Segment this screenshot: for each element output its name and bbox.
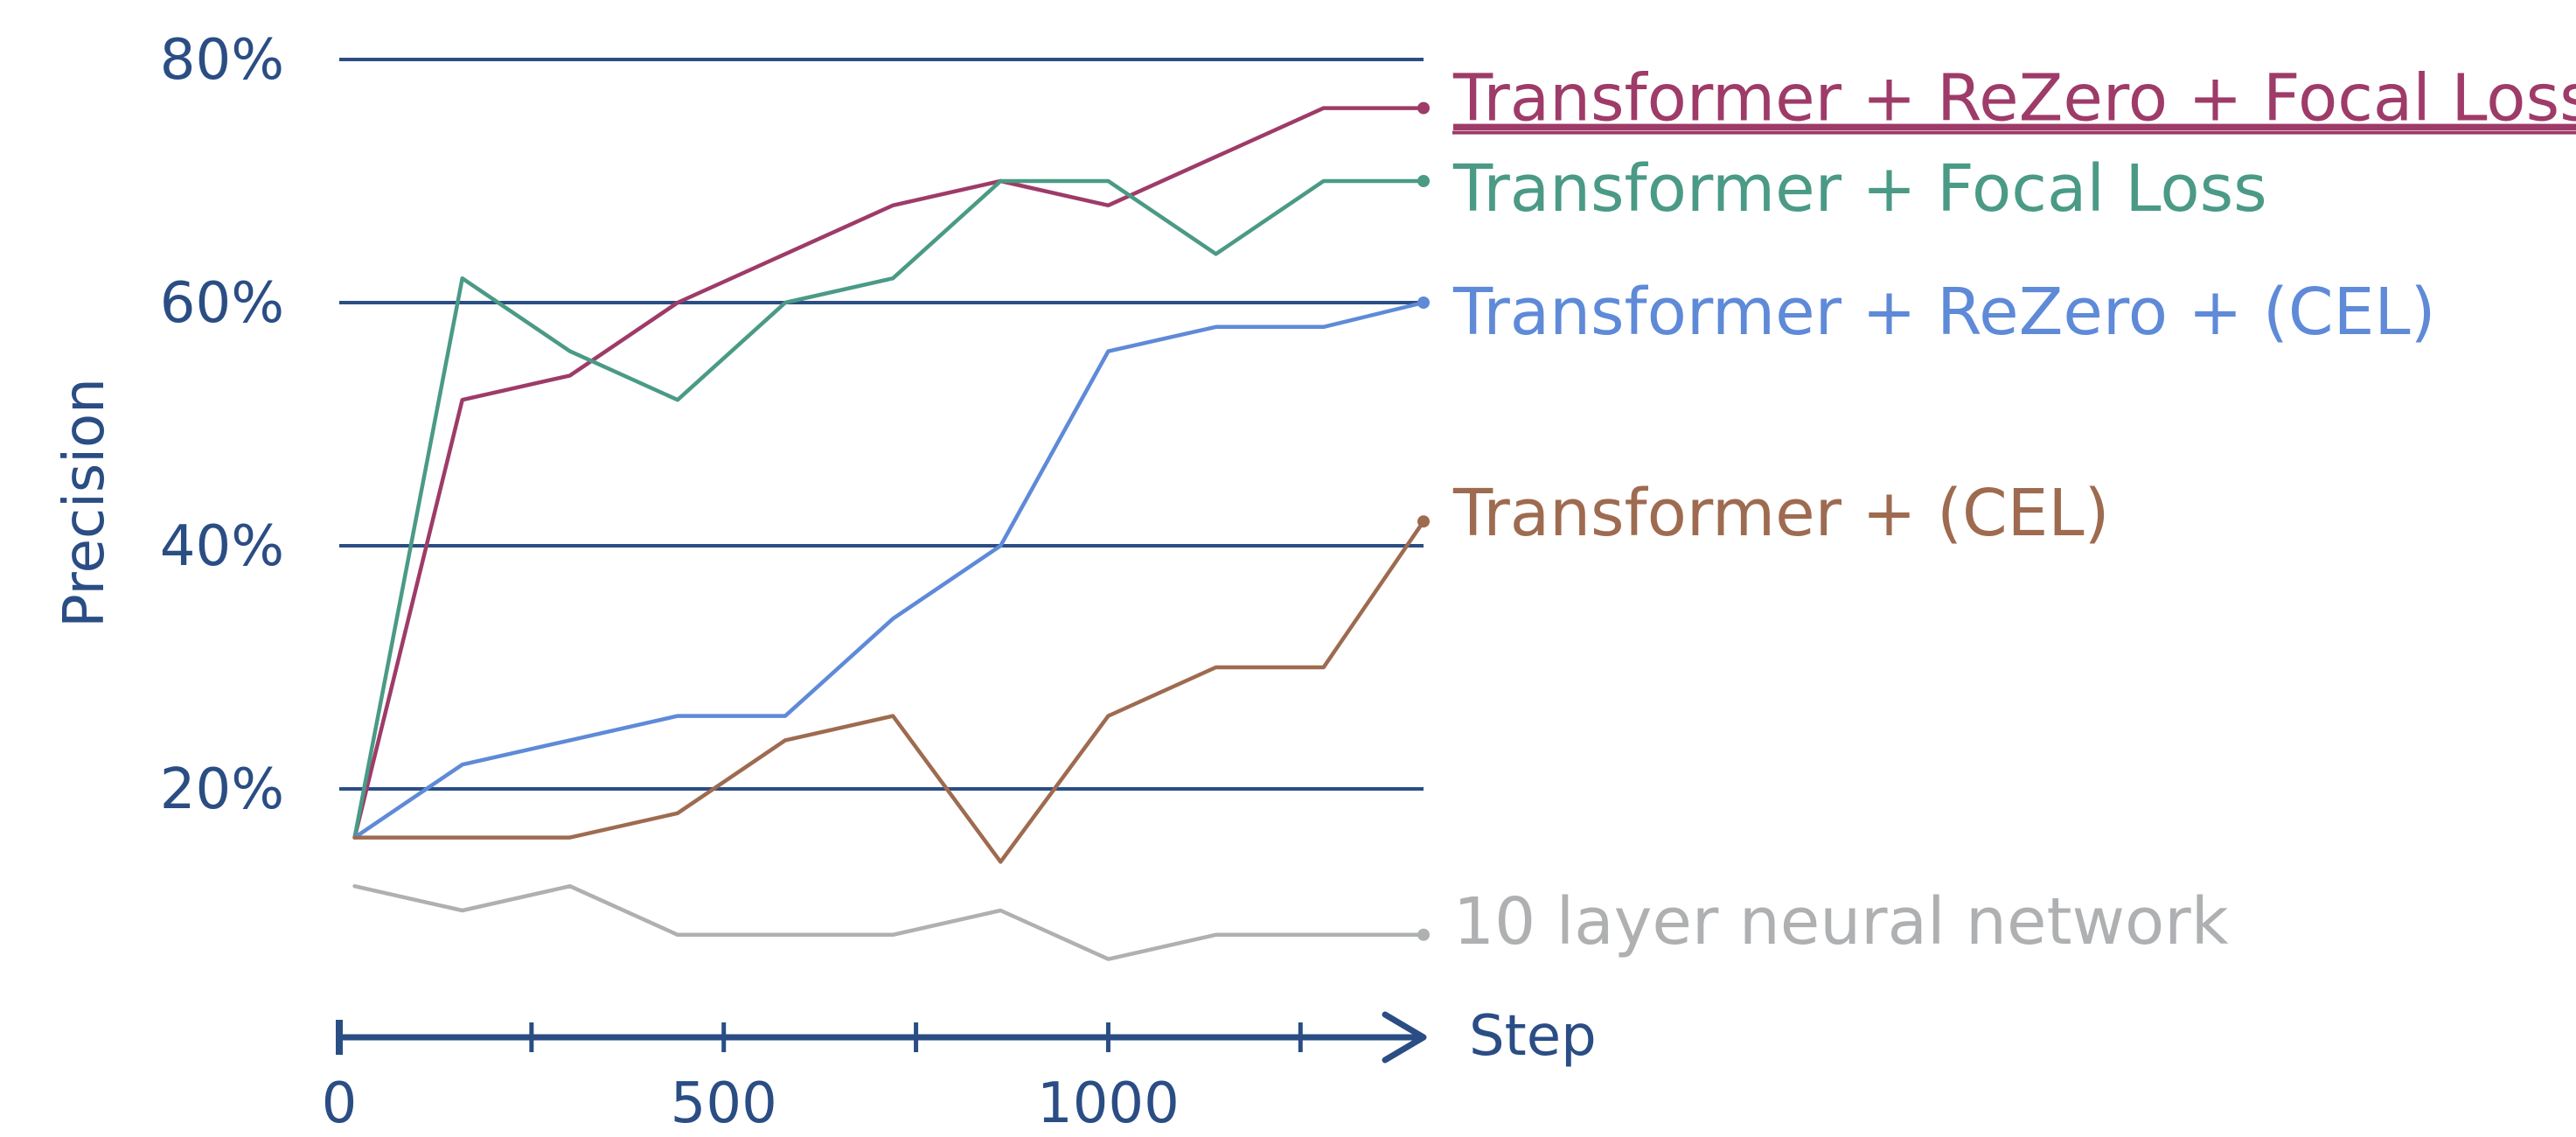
series-line bbox=[352, 519, 1426, 864]
series-lines bbox=[352, 101, 1430, 961]
series-label: Transformer + ReZero + Focal Loss bbox=[1452, 61, 2576, 136]
y-axis-tick-labels: 20% 40% 60% 80% bbox=[160, 28, 284, 822]
series-line bbox=[352, 178, 1426, 840]
series-label: 10 layer neural network bbox=[1453, 884, 2229, 959]
x-tick-label: 0 bbox=[322, 1071, 358, 1136]
series-endpoint bbox=[1417, 175, 1430, 187]
x-axis-title: Step bbox=[1469, 1004, 1597, 1069]
series-endpoint bbox=[1417, 296, 1430, 309]
series-endpoint bbox=[1417, 101, 1430, 115]
series-line bbox=[352, 106, 1426, 840]
series-label: Transformer + (CEL) bbox=[1452, 476, 2109, 551]
y-tick-label: 20% bbox=[160, 757, 284, 822]
gridlines bbox=[339, 58, 1424, 791]
y-tick-label: 60% bbox=[160, 271, 284, 336]
series-labels: Transformer + ReZero + Focal Loss Transfo… bbox=[1452, 61, 2576, 959]
y-axis-title: Precision bbox=[52, 378, 117, 628]
series-label: Transformer + ReZero + (CEL) bbox=[1452, 275, 2435, 350]
x-tick-label: 1000 bbox=[1037, 1071, 1180, 1136]
y-tick-label: 40% bbox=[160, 514, 284, 579]
series-endpoint bbox=[1417, 928, 1430, 941]
x-axis-arrowhead bbox=[1382, 1011, 1427, 1064]
series-label: Transformer + Focal Loss bbox=[1452, 151, 2267, 227]
x-tick-label: 500 bbox=[671, 1071, 777, 1136]
series-line bbox=[352, 300, 1426, 840]
series-line bbox=[352, 883, 1426, 961]
x-axis: 0 500 1000 bbox=[322, 1011, 1427, 1136]
series-endpoint bbox=[1417, 515, 1430, 528]
y-tick-label: 80% bbox=[160, 28, 284, 93]
